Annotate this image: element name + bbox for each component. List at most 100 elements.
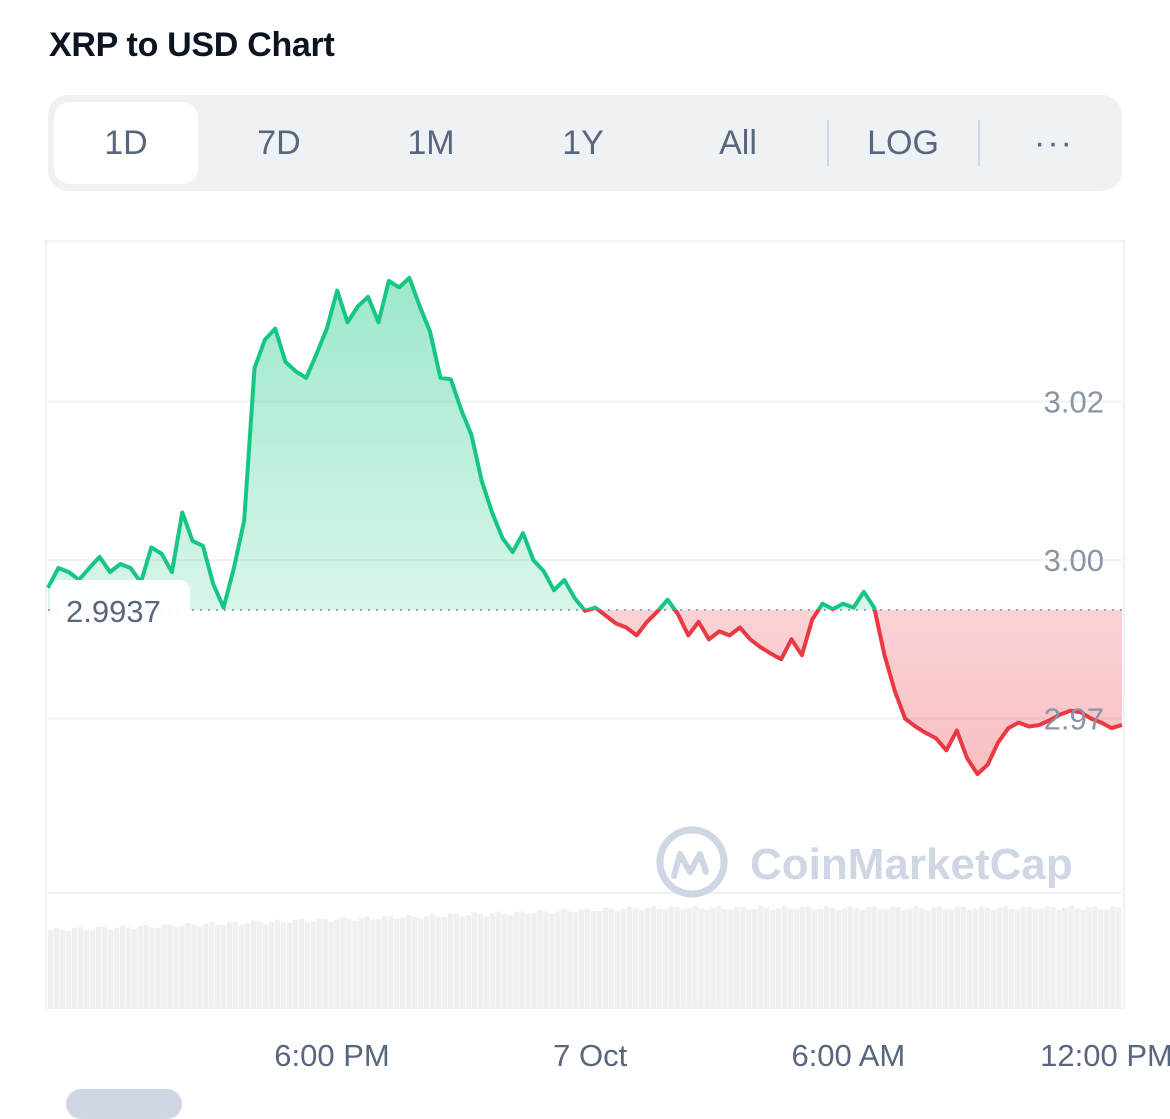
volume-bar: [835, 909, 841, 1008]
volume-bar: [561, 908, 567, 1008]
volume-bar: [829, 907, 835, 1008]
tab-separator: [827, 120, 829, 166]
volume-bar: [1014, 909, 1020, 1008]
volume-bar: [865, 907, 871, 1008]
volume-bar: [620, 909, 627, 1008]
volume-bar: [638, 910, 645, 1008]
volume-bar: [346, 919, 352, 1008]
tab-1d[interactable]: 1D: [54, 102, 198, 184]
volume-bar: [101, 927, 108, 1008]
volume-bar: [1044, 906, 1050, 1008]
volume-bar: [1032, 909, 1038, 1008]
volume-bar: [859, 909, 865, 1008]
volume-bar: [913, 906, 919, 1008]
tab-1m[interactable]: 1M: [407, 123, 455, 162]
volume-bar: [710, 907, 716, 1008]
tab-log[interactable]: LOG: [867, 123, 939, 162]
volume-bar: [358, 917, 364, 1008]
volume-bar: [292, 919, 298, 1008]
volume-bar: [746, 909, 752, 1008]
volume-bar: [1092, 906, 1098, 1008]
volume-bar: [453, 913, 460, 1008]
volume-bar: [966, 909, 973, 1008]
volume-bar: [435, 916, 442, 1008]
watermark-text: CoinMarketCap: [750, 840, 1073, 889]
volume-bar: [209, 922, 215, 1008]
volume-bar: [274, 919, 281, 1008]
volume-bar: [901, 909, 907, 1008]
volume-bar: [221, 925, 227, 1008]
volume-bar: [847, 906, 853, 1008]
volume-bar: [280, 922, 287, 1008]
volume-bar: [632, 908, 639, 1008]
volume-bar: [334, 919, 340, 1008]
volume-bar: [764, 907, 770, 1008]
volume-bar: [644, 907, 651, 1008]
volume-bar: [877, 909, 883, 1008]
volume-bar: [232, 921, 239, 1008]
volume-bar: [417, 918, 424, 1008]
volume-bar: [197, 926, 203, 1008]
volume-bar: [161, 924, 167, 1008]
y-tick-label: 2.97: [1044, 702, 1104, 737]
volume-bar: [537, 910, 543, 1008]
scroll-indicator[interactable]: [66, 1089, 182, 1119]
volume-bar: [937, 906, 943, 1008]
volume-bar: [388, 916, 394, 1008]
volume-bar: [394, 919, 400, 1008]
x-tick-label: 12:00 PM: [1040, 1038, 1170, 1073]
volume-bar: [614, 910, 621, 1008]
volume-bar: [149, 927, 155, 1008]
x-tick-label: 6:00 PM: [274, 1038, 389, 1073]
volume-bar: [579, 909, 585, 1008]
volume-bar: [250, 920, 257, 1008]
volume-bar: [811, 909, 818, 1008]
volume-bar: [382, 915, 388, 1008]
volume-bar: [179, 925, 185, 1008]
volume-bar: [310, 921, 316, 1008]
volume-bar: [423, 915, 430, 1008]
y-tick-label: 3.00: [1044, 543, 1104, 578]
tab-all[interactable]: All: [719, 123, 757, 162]
volume-bar: [477, 913, 483, 1008]
volume-bar: [704, 909, 710, 1008]
volume-bar: [752, 908, 758, 1008]
volume-bar: [262, 924, 269, 1008]
volume-bar: [602, 907, 609, 1008]
volume-bar: [919, 908, 925, 1008]
volume-bar: [1116, 907, 1122, 1008]
tab-1y[interactable]: 1Y: [562, 123, 604, 162]
volume-bar: [984, 907, 991, 1008]
volume-bar: [376, 919, 382, 1008]
volume-bar: [769, 909, 776, 1008]
volume-bar: [238, 924, 245, 1008]
volume-bar: [907, 908, 913, 1008]
volume-bar: [328, 921, 334, 1008]
volume-bar: [441, 916, 448, 1008]
volume-bar: [256, 921, 263, 1008]
x-tick-label: 6:00 AM: [791, 1038, 905, 1073]
volume-bar: [996, 907, 1003, 1008]
tab-separator: [978, 120, 980, 166]
more-options-button[interactable]: ···: [1034, 123, 1074, 162]
volume-bar: [483, 915, 489, 1008]
volume-bar: [549, 913, 555, 1008]
volume-bar: [227, 922, 233, 1008]
volume-bar: [793, 909, 800, 1008]
volume-bar: [131, 928, 137, 1008]
tab-7d[interactable]: 7D: [257, 123, 301, 162]
volume-bar: [608, 908, 615, 1008]
volume-bar: [722, 908, 728, 1008]
volume-bar: [1080, 909, 1086, 1008]
volume-bar: [1050, 907, 1056, 1008]
volume-bar: [501, 913, 507, 1008]
volume-bar: [1008, 908, 1014, 1008]
range-tab-bar: 1D 7D 1M 1Y All LOG ···: [48, 95, 1122, 191]
volume-bar: [716, 906, 722, 1008]
volume-bar: [1068, 906, 1074, 1008]
volume-bar: [585, 908, 591, 1008]
volume-bar: [853, 908, 859, 1008]
reference-value-label: 2.9937: [66, 594, 161, 629]
area-below-reference: [584, 610, 1122, 775]
